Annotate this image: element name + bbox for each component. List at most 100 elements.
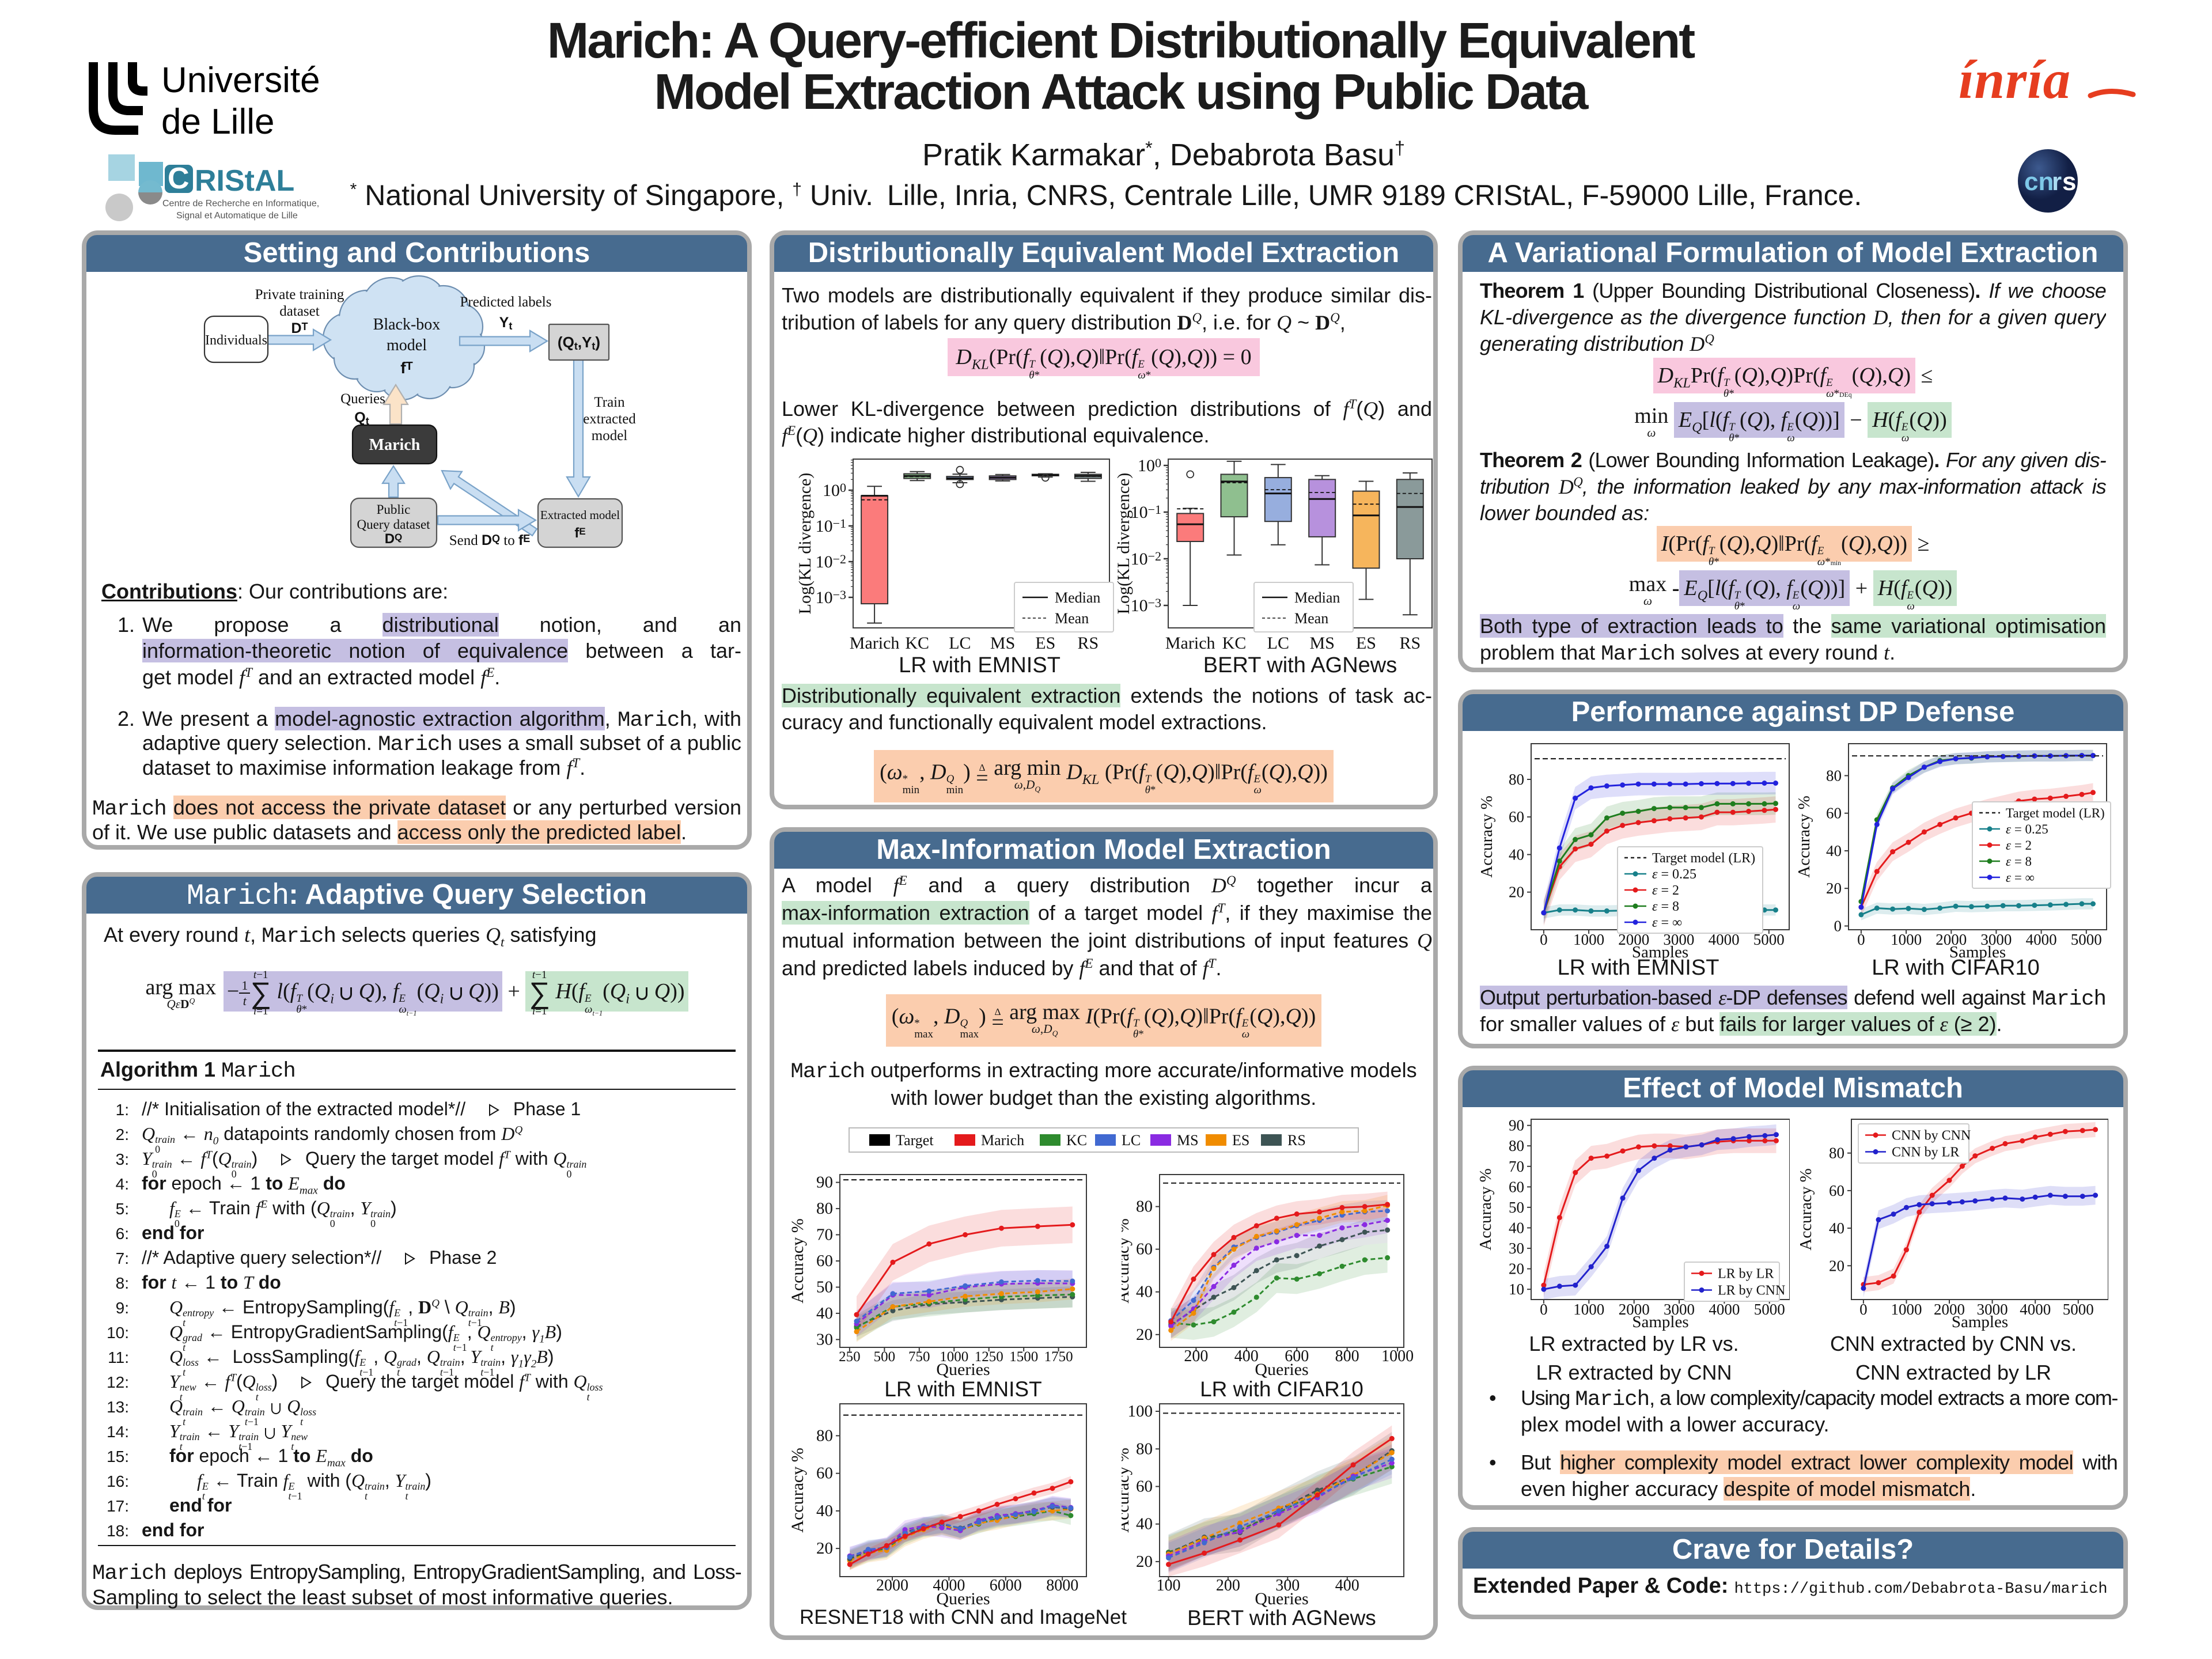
svg-text:50: 50 bbox=[1509, 1199, 1524, 1216]
svg-text:5000: 5000 bbox=[1754, 1301, 1785, 1318]
svg-text:ε = ∞: ε = ∞ bbox=[2006, 870, 2035, 885]
svg-text:MS: MS bbox=[1177, 1132, 1199, 1149]
svg-text:Individuals: Individuals bbox=[205, 333, 267, 348]
svg-text:20: 20 bbox=[1826, 880, 1842, 897]
svg-text:Yt: Yt bbox=[499, 315, 513, 332]
svg-text:0: 0 bbox=[1540, 1301, 1548, 1318]
svg-text:750: 750 bbox=[908, 1349, 930, 1365]
svg-text:3000: 3000 bbox=[1980, 931, 2012, 948]
svg-text:100: 100 bbox=[823, 480, 846, 500]
svg-text:40: 40 bbox=[1829, 1219, 1844, 1237]
svg-text:2000: 2000 bbox=[1619, 1301, 1650, 1318]
svg-text:800: 800 bbox=[1335, 1347, 1359, 1365]
svg-text:1000: 1000 bbox=[1573, 1301, 1604, 1318]
svg-text:10−1: 10−1 bbox=[1131, 502, 1161, 522]
svg-text:0: 0 bbox=[1834, 918, 1842, 935]
svg-text:Accuracy %: Accuracy % bbox=[1798, 1168, 1815, 1251]
svg-text:20: 20 bbox=[1136, 1325, 1153, 1344]
svg-text:extracted: extracted bbox=[583, 411, 636, 427]
svg-text:KC: KC bbox=[905, 634, 929, 653]
svg-text:Queries: Queries bbox=[1255, 1360, 1308, 1379]
svg-text:40: 40 bbox=[816, 1502, 833, 1520]
svg-text:ε = 0.25: ε = 0.25 bbox=[2006, 822, 2048, 836]
svg-text:4000: 4000 bbox=[933, 1577, 965, 1594]
svg-text:10−2: 10−2 bbox=[1131, 549, 1161, 569]
svg-text:KC: KC bbox=[1066, 1132, 1087, 1149]
svg-text:Target model (LR): Target model (LR) bbox=[1652, 851, 1755, 866]
svg-text:5000: 5000 bbox=[2071, 931, 2102, 948]
svg-text:Send DQ to fE: Send DQ to fE bbox=[449, 532, 531, 548]
svg-text:4000: 4000 bbox=[2026, 931, 2057, 948]
svg-text:RS: RS bbox=[1399, 634, 1421, 653]
svg-text:Centre de Recherche en Informa: Centre de Recherche en Informatique, bbox=[162, 199, 319, 209]
svg-text:Predicted labels: Predicted labels bbox=[460, 294, 552, 310]
svg-text:8000: 8000 bbox=[1046, 1577, 1078, 1594]
svg-text:500: 500 bbox=[874, 1349, 896, 1365]
svg-text:20: 20 bbox=[1136, 1552, 1153, 1571]
svg-text:20: 20 bbox=[1509, 884, 1524, 901]
svg-text:Accuracy %: Accuracy % bbox=[1797, 796, 1813, 878]
svg-text:60: 60 bbox=[1826, 805, 1842, 822]
svg-text:ε = 8: ε = 8 bbox=[2006, 854, 2032, 869]
svg-text:Queries: Queries bbox=[936, 1360, 990, 1379]
svg-text:CNN by LR: CNN by LR bbox=[1892, 1145, 1959, 1160]
svg-text:ε = 8: ε = 8 bbox=[1652, 899, 1679, 914]
svg-text:Mean: Mean bbox=[1294, 610, 1328, 627]
svg-text:100: 100 bbox=[1128, 1402, 1153, 1421]
svg-text:model: model bbox=[592, 428, 628, 444]
svg-text:50: 50 bbox=[816, 1278, 833, 1297]
svg-text:Marich: Marich bbox=[981, 1132, 1024, 1149]
svg-text:200: 200 bbox=[1184, 1347, 1208, 1365]
svg-text:70: 70 bbox=[1509, 1158, 1524, 1175]
svg-text:0: 0 bbox=[1859, 1301, 1868, 1318]
svg-text:100: 100 bbox=[1138, 456, 1161, 475]
svg-text:60: 60 bbox=[1136, 1240, 1153, 1259]
svg-text:20: 20 bbox=[1509, 1260, 1524, 1278]
svg-text:80: 80 bbox=[1136, 1440, 1153, 1458]
svg-text:Accuracy %: Accuracy % bbox=[1479, 796, 1496, 878]
svg-text:20: 20 bbox=[1829, 1257, 1844, 1274]
svg-text:40: 40 bbox=[1509, 846, 1524, 863]
svg-text:Target model (LR): Target model (LR) bbox=[2006, 806, 2105, 820]
svg-text:250: 250 bbox=[839, 1349, 861, 1365]
svg-text:LC: LC bbox=[1267, 634, 1289, 653]
svg-text:60: 60 bbox=[1509, 808, 1524, 825]
svg-text:0: 0 bbox=[1540, 931, 1548, 948]
svg-text:Log(KL divergence): Log(KL divergence) bbox=[1116, 473, 1133, 615]
svg-text:80: 80 bbox=[1509, 1137, 1524, 1154]
svg-text:4000: 4000 bbox=[1709, 1301, 1740, 1318]
svg-text:s: s bbox=[2062, 168, 2076, 196]
svg-text:2000: 2000 bbox=[876, 1577, 908, 1594]
svg-text:30: 30 bbox=[1509, 1240, 1524, 1257]
svg-text:CNN by CNN: CNN by CNN bbox=[1892, 1128, 1971, 1143]
svg-text:MS: MS bbox=[1310, 634, 1335, 653]
svg-text:Log(KL divergence): Log(KL divergence) bbox=[798, 473, 815, 615]
svg-text:cn: cn bbox=[2024, 168, 2054, 196]
svg-text:Qt: Qt bbox=[354, 410, 369, 427]
svg-text:3000: 3000 bbox=[1977, 1301, 2008, 1318]
svg-text:Queries: Queries bbox=[936, 1589, 990, 1608]
svg-text:Samples: Samples bbox=[1949, 943, 2006, 961]
svg-text:Black-box: Black-box bbox=[373, 316, 441, 334]
svg-text:1500: 1500 bbox=[1009, 1349, 1038, 1365]
svg-text:60: 60 bbox=[1829, 1182, 1844, 1199]
svg-text:LR by LR: LR by LR bbox=[1718, 1267, 1774, 1282]
svg-text:RS: RS bbox=[1078, 634, 1099, 653]
svg-text:de Lille: de Lille bbox=[161, 102, 274, 142]
svg-text:40: 40 bbox=[816, 1304, 833, 1323]
svg-text:Queries: Queries bbox=[1255, 1589, 1308, 1608]
svg-text:3000: 3000 bbox=[1664, 1301, 1695, 1318]
svg-text:ε = 2: ε = 2 bbox=[2006, 838, 2032, 853]
svg-text:80: 80 bbox=[816, 1199, 833, 1218]
svg-text:Public: Public bbox=[377, 502, 411, 517]
svg-text:40: 40 bbox=[1136, 1515, 1153, 1533]
svg-text:60: 60 bbox=[1136, 1478, 1153, 1496]
svg-text:LC: LC bbox=[949, 634, 971, 653]
svg-text:1750: 1750 bbox=[1044, 1349, 1073, 1365]
svg-text:DT: DT bbox=[291, 320, 308, 336]
svg-text:ε = 0.25: ε = 0.25 bbox=[1652, 867, 1696, 882]
svg-text:LR by CNN: LR by CNN bbox=[1718, 1283, 1785, 1298]
svg-text:MS: MS bbox=[990, 634, 1015, 653]
svg-text:Queries: Queries bbox=[340, 391, 385, 407]
svg-text:300: 300 bbox=[1275, 1577, 1300, 1594]
